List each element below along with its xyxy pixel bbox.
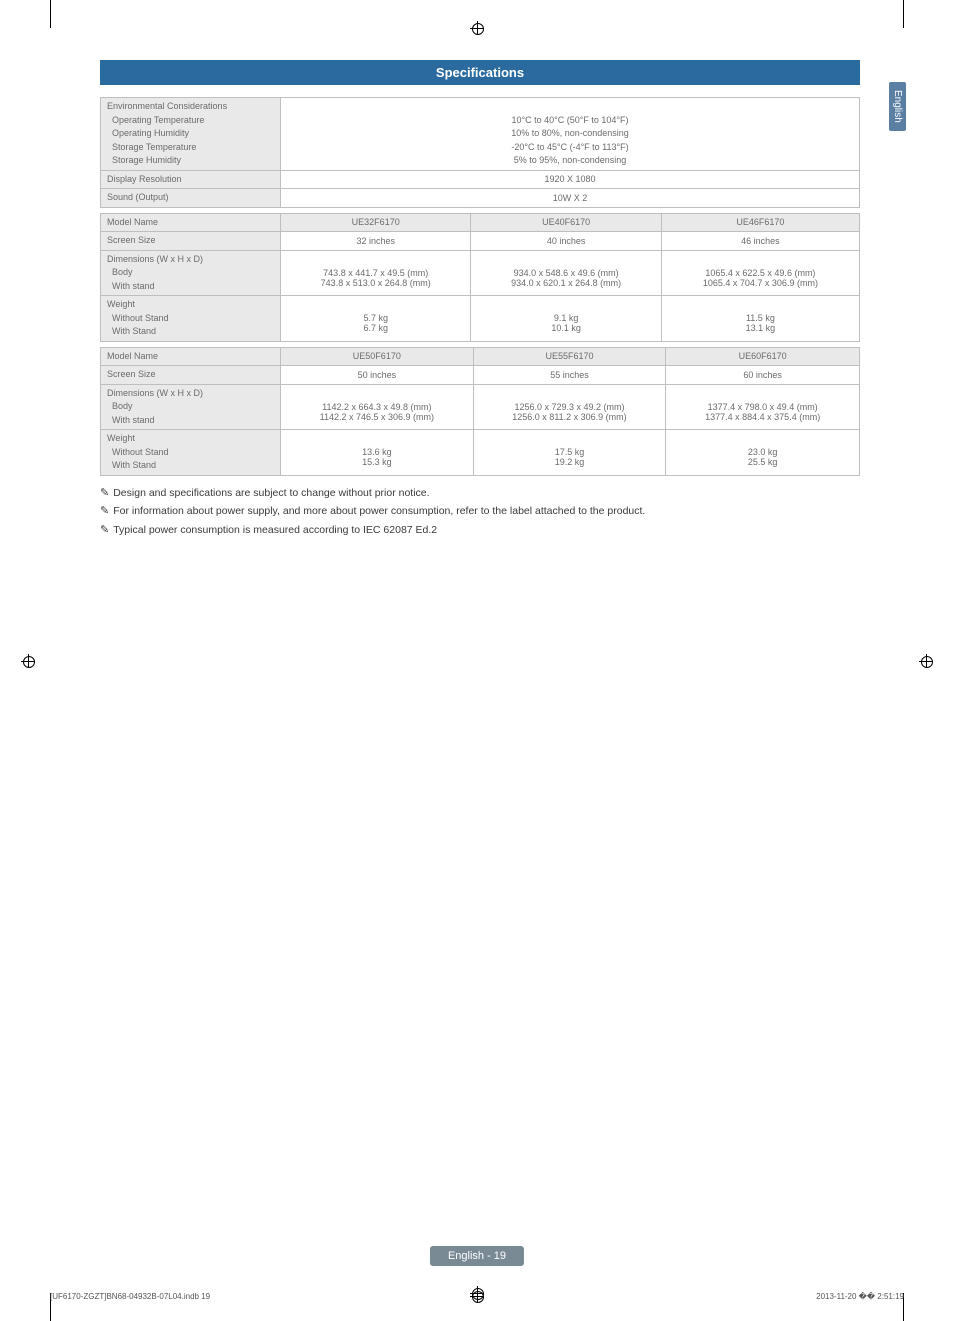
model-name-label: Model Name: [101, 213, 281, 232]
section-title: Specifications: [100, 60, 860, 85]
with-stand-label: With stand: [112, 415, 155, 425]
with-stand-label: With stand: [112, 281, 155, 291]
table-cell: UE32F6170: [281, 213, 471, 232]
with-stand-label: With Stand: [112, 326, 156, 336]
table-cell: 25.5 kg: [748, 457, 778, 467]
note-text: Typical power consumption is measured ac…: [100, 521, 860, 540]
table-cell: 934.0 x 548.6 x 49.6 (mm): [514, 268, 619, 278]
op-hum-label: Operating Humidity: [112, 128, 189, 138]
table-cell: 13.1 kg: [746, 323, 776, 333]
body-label: Body: [112, 401, 133, 411]
table-cell: 1377.4 x 884.4 x 375.4 (mm): [705, 412, 820, 422]
table-cell: 1142.2 x 746.5 x 306.9 (mm): [320, 412, 434, 422]
registration-mark-icon: [469, 20, 485, 36]
footer-left-text: [UF6170-ZGZT]BN68-04932B-07L04.indb 19: [50, 1292, 210, 1301]
op-temp-value: 10°C to 40°C (50°F to 104°F): [512, 115, 629, 125]
table-cell: 1377.4 x 798.0 x 49.4 (mm): [708, 402, 818, 412]
registration-mark-icon: [470, 1289, 484, 1303]
table-cell: 9.1 kg: [554, 313, 579, 323]
table-cell: 743.8 x 441.7 x 49.5 (mm): [323, 268, 428, 278]
st-hum-value: 5% to 95%, non-condensing: [514, 155, 627, 165]
crop-mark: [903, 0, 904, 28]
dimensions-label: Dimensions (W x H x D): [107, 388, 203, 398]
env-considerations-label: Environmental Considerations: [107, 101, 227, 111]
table-cell: 15.3 kg: [362, 457, 392, 467]
spec-table-env: Environmental Considerations Operating T…: [100, 97, 860, 208]
st-temp-value: -20°C to 45°C (-4°F to 113°F): [511, 142, 628, 152]
with-stand-label: With Stand: [112, 460, 156, 470]
table-cell: 17.5 kg: [555, 447, 585, 457]
language-tab: English: [889, 82, 906, 131]
table-cell: 10.1 kg: [551, 323, 581, 333]
registration-mark-icon: [20, 653, 36, 669]
table-cell: 1065.4 x 704.7 x 306.9 (mm): [703, 278, 818, 288]
table-cell: 13.6 kg: [362, 447, 392, 457]
sound-output-label: Sound (Output): [101, 189, 281, 208]
st-temp-label: Storage Temperature: [112, 142, 196, 152]
body-label: Body: [112, 267, 133, 277]
op-hum-value: 10% to 80%, non-condensing: [511, 128, 629, 138]
table-cell: 6.7 kg: [363, 323, 388, 333]
table-cell: 60 inches: [666, 366, 860, 385]
table-cell: 5.7 kg: [363, 313, 388, 323]
page-footer-badge: English - 19: [430, 1246, 524, 1266]
table-cell: 46 inches: [661, 232, 859, 251]
table-cell: 32 inches: [281, 232, 471, 251]
table-cell: 55 inches: [473, 366, 666, 385]
without-stand-label: Without Stand: [112, 313, 169, 323]
table-cell: UE60F6170: [666, 347, 860, 366]
model-name-label: Model Name: [101, 347, 281, 366]
table-cell: 40 inches: [471, 232, 661, 251]
registration-mark-icon: [918, 653, 934, 669]
without-stand-label: Without Stand: [112, 447, 169, 457]
page-content: Specifications Environmental Considerati…: [100, 60, 860, 540]
table-cell: 11.5 kg: [746, 313, 775, 323]
table-cell: 743.8 x 513.0 x 264.8 (mm): [321, 278, 431, 288]
table-cell: 1256.0 x 811.2 x 306.9 (mm): [512, 412, 626, 422]
table-cell: UE40F6170: [471, 213, 661, 232]
op-temp-label: Operating Temperature: [112, 115, 204, 125]
note-text: For information about power supply, and …: [100, 502, 860, 521]
weight-label: Weight: [107, 433, 135, 443]
table-cell: 1142.2 x 664.3 x 49.8 (mm): [322, 402, 431, 412]
table-cell: 19.2 kg: [555, 457, 585, 467]
table-cell: 1065.4 x 622.5 x 49.6 (mm): [705, 268, 815, 278]
table-cell: 934.0 x 620.1 x 264.8 (mm): [511, 278, 621, 288]
screen-size-label: Screen Size: [101, 232, 281, 251]
footer-right-text: 2013-11-20 �� 2:51:19: [816, 1292, 904, 1301]
note-text: Design and specifications are subject to…: [100, 484, 860, 503]
spec-table-group-a: Model Name UE32F6170 UE40F6170 UE46F6170…: [100, 213, 860, 342]
table-cell: UE55F6170: [473, 347, 666, 366]
notes-block: Design and specifications are subject to…: [100, 484, 860, 541]
st-hum-label: Storage Humidity: [112, 155, 181, 165]
dimensions-label: Dimensions (W x H x D): [107, 254, 203, 264]
table-cell: UE46F6170: [661, 213, 859, 232]
table-cell: UE50F6170: [281, 347, 474, 366]
spec-table-group-b: Model Name UE50F6170 UE55F6170 UE60F6170…: [100, 347, 860, 476]
weight-label: Weight: [107, 299, 135, 309]
crop-mark: [50, 0, 51, 28]
table-cell: 50 inches: [281, 366, 474, 385]
screen-size-label: Screen Size: [101, 366, 281, 385]
table-cell: 23.0 kg: [748, 447, 778, 457]
table-cell: 1256.0 x 729.3 x 49.2 (mm): [514, 402, 624, 412]
display-resolution-label: Display Resolution: [101, 170, 281, 189]
display-resolution-value: 1920 X 1080: [281, 170, 860, 189]
sound-output-value: 10W X 2: [281, 189, 860, 208]
